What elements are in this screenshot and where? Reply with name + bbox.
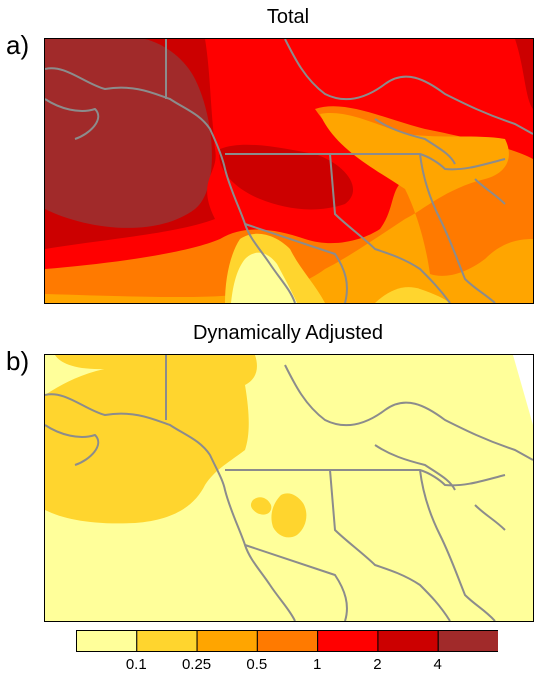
colorbar xyxy=(76,630,500,652)
panel-a-title: Total xyxy=(266,6,310,28)
colorbar-tick-labels: 0.1 0.25 0.5 1 2 4 xyxy=(76,656,498,678)
map-dynamic-svg xyxy=(45,355,533,621)
coastlines xyxy=(45,39,533,303)
colorbar-tick-label: 1 xyxy=(312,656,322,673)
colorbar-swatch xyxy=(76,630,138,652)
colorbar-swatch xyxy=(317,630,379,652)
colorbar-swatches xyxy=(76,630,500,652)
map-panel-total xyxy=(44,38,534,304)
colorbar-tick-label: 0.1 xyxy=(125,656,147,673)
panel-b-letter: b) xyxy=(6,346,30,376)
coastlines xyxy=(45,355,533,621)
colorbar-swatch xyxy=(437,630,500,652)
colorbar-tick-label: 0.5 xyxy=(246,656,268,673)
panel-b-title: Dynamically Adjusted xyxy=(192,322,384,344)
map-total-svg xyxy=(45,39,533,303)
contour-lt-0.1-east xyxy=(375,287,450,303)
colorbar-swatch xyxy=(136,630,198,652)
colorbar-swatch xyxy=(196,630,258,652)
contour-0.1-0.25 xyxy=(45,363,249,524)
map-panel-dynamically-adjusted xyxy=(44,354,534,622)
contour-0.25-0.5 xyxy=(45,113,533,303)
contour-2-4-interior xyxy=(219,144,354,210)
colorbar-tick-label: 2 xyxy=(373,656,382,673)
contour-0.1-0.25-top xyxy=(55,355,257,385)
contour-0.1-0.25-blob2 xyxy=(271,493,307,538)
colorbar-tick-label: 0.25 xyxy=(181,656,212,673)
colorbar-tick-label: 4 xyxy=(433,656,442,673)
colorbar-swatch xyxy=(377,630,439,652)
contour-0.1-0.25-blob1 xyxy=(250,497,272,515)
panel-a-letter: a) xyxy=(6,30,30,60)
contour-lt-0.1 xyxy=(231,252,297,303)
colorbar-swatch xyxy=(256,630,319,652)
